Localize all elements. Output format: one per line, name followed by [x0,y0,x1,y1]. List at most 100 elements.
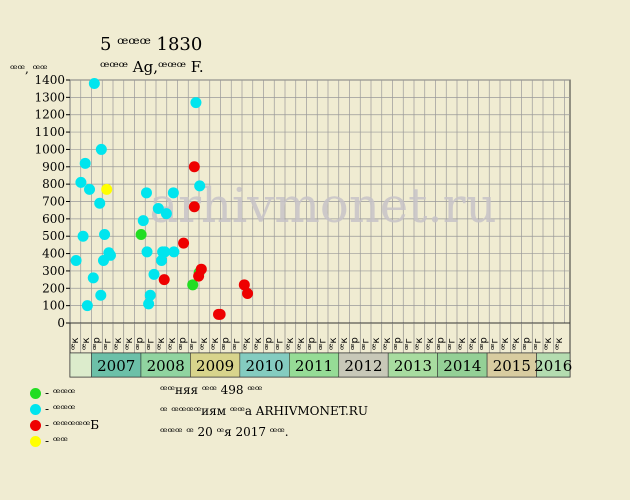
y-tick-label: 100 [42,299,65,313]
year-label: 2013 [394,357,432,375]
data-point [137,215,149,227]
year-cell [486,352,537,378]
data-point [135,228,147,240]
data-point [95,143,107,155]
x-tick-label: ꟹк [554,338,565,350]
y-tick-label: 200 [42,281,65,295]
x-tick-label: ꟹр [522,337,533,350]
data-point [152,202,164,214]
info-line: ꟹꟹꟹ ꟹ 20 ꟹя 2017 ꟹꟹ. [160,425,289,439]
x-tick-label: ꟹг [360,338,371,350]
x-tick-label: ꟹк [242,338,253,350]
y-tick-label: 1200 [34,108,65,122]
year-label: 2011 [295,357,333,375]
year-label: 2008 [147,357,185,375]
data-point [88,77,100,89]
x-tick-label: ꟹр [436,337,447,350]
data-point [159,246,171,258]
year-band: 2007 2008 2009 2010 2011 2012 2013 2014 2015 2016 [69,352,572,378]
data-point [95,289,107,301]
x-tick-label: ꟹг [403,338,414,350]
y-tick-label: 900 [42,160,65,174]
data-point [77,230,89,242]
chart-title: 5 ꟹꟹꟹ 1830 [100,34,203,55]
data-point [140,187,152,199]
data-point [242,287,254,299]
x-tick-label: ꟹк [199,338,210,350]
x-tick-label: ꟹк [339,338,350,350]
x-tick-label: ꟹг [532,338,543,350]
x-tick-label: ꟹк [296,338,307,350]
y-tick-label: 1300 [34,90,65,104]
legend-dot-icon [30,403,41,415]
year-cell [91,352,142,378]
x-tick-label: ꟹр [479,337,490,350]
data-point [101,183,113,195]
legend-item: - ꟹꟹꟹ [30,402,75,416]
legend-label: - ꟹꟹꟹꟹꟹБ [45,418,100,432]
data-point [141,246,153,258]
x-label-strip [69,322,571,354]
legend-item: - ꟹꟹ [30,434,68,448]
x-tick-label: ꟹр [135,337,146,350]
x-tick-label: ꟹк [124,338,135,350]
x-tick-label: ꟹг [231,338,242,350]
x-axis-labels: ꟹк ꟹк ꟹр ꟹг ꟹк ꟹк ꟹр ꟹг ꟹк ꟹк ꟹр ꟹг ꟹк ꟹк ꟹр ꟹг ꟹк ꟹк ꟹр ꟹг… [69,322,571,354]
year-cell [536,352,571,378]
year-label: 2009 [196,357,234,375]
x-tick-label: ꟹк [70,338,81,350]
year-label: 2007 [97,357,135,375]
year-cell-lead [69,352,92,378]
x-tick-label: ꟹк [382,338,393,350]
year-cell [387,352,438,378]
x-tick-label: ꟹк [543,338,554,350]
year-label: 2010 [245,357,283,375]
data-point [190,97,202,109]
x-tick-label: ꟹк [500,338,511,350]
x-tick-label: ꟹр [178,337,189,350]
x-tick-label: ꟹг [317,338,328,350]
y-axis-label: ꟹꟹ, ꟹꟹ [10,62,48,76]
year-cell [437,352,488,378]
y-tick-label: 500 [42,229,65,243]
x-tick-label: ꟹк [285,338,296,350]
x-tick-label: ꟹр [221,337,232,350]
x-tick-label: ꟹк [81,338,92,350]
x-tick-label: ꟹк [253,338,264,350]
year-cell [140,352,191,378]
year-cell [239,352,290,378]
x-tick-label: ꟹк [414,338,425,350]
data-point [167,187,179,199]
year-label: 2016 [534,357,572,375]
data-point [94,197,106,209]
year-label: 2015 [493,357,531,375]
x-tick-label: ꟹг [145,338,156,350]
data-point [188,161,200,173]
x-tick-label: ꟹк [371,338,382,350]
x-tick-label: ꟹг [102,338,113,350]
legend-label: - ꟹꟹ [45,434,68,448]
data-point [187,279,199,291]
x-tick-label: ꟹг [489,338,500,350]
data-point [214,308,226,320]
data-point [160,208,172,220]
x-tick-label: ꟹк [210,338,221,350]
x-tick-label: ꟹк [425,338,436,350]
data-point [178,237,190,249]
data-point [188,201,200,213]
legend-label: - ꟹꟹꟹ [45,386,76,400]
x-tick-label: ꟹр [92,337,103,350]
info-line: ꟹꟹняя ꟹꟹ 498 ꟹꟹ [160,383,263,397]
legend-label: - ꟹꟹꟹ [45,402,76,416]
x-tick-label: ꟹр [393,337,404,350]
data-point [158,274,170,286]
y-tick-label: 800 [42,177,65,191]
x-tick-label: ꟹк [156,338,167,350]
data-point [81,300,93,312]
x-tick-label: ꟹр [264,337,275,350]
year-label: 2012 [344,357,382,375]
data-point [79,157,91,169]
y-tick-label: 600 [42,212,65,226]
info-line: ꟹ ꟹꟹꟹꟹиям ꟹꟹа ARHIVMONET.RU [160,404,368,418]
